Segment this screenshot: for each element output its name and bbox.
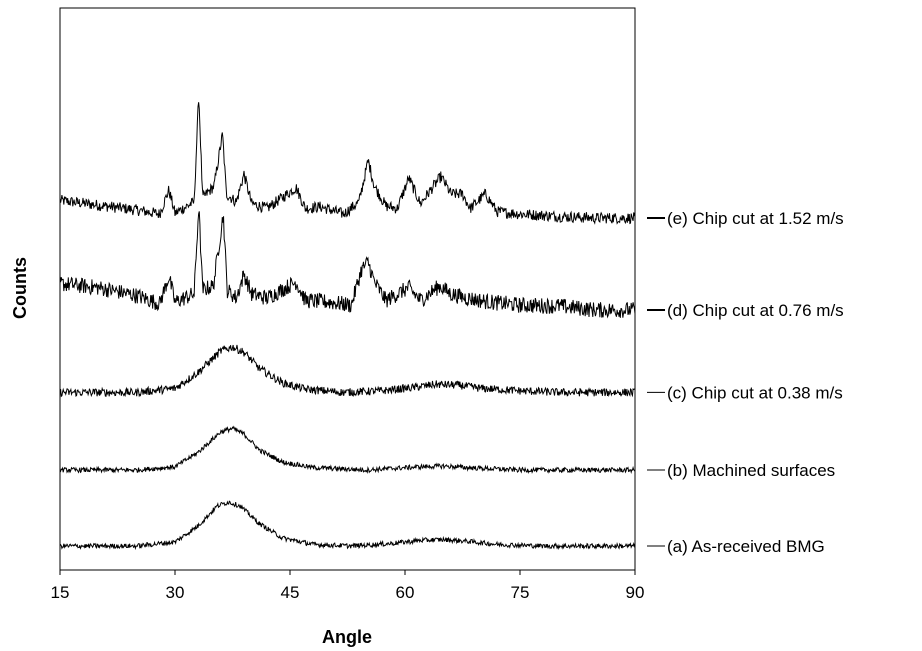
- plot-area-frame: [59, 7, 636, 571]
- x-tick-label: 60: [396, 583, 415, 602]
- legend: (e) Chip cut at 1.52 m/s (d) Chip cut at …: [647, 209, 844, 556]
- series-layer: [59, 102, 636, 551]
- series-line: [59, 425, 636, 474]
- x-tick-label: 75: [511, 583, 530, 602]
- series-line: [59, 344, 636, 398]
- series-line: [59, 102, 636, 225]
- series-line: [59, 211, 636, 319]
- x-tick-label: 15: [51, 583, 70, 602]
- x-tick-label: 45: [281, 583, 300, 602]
- x-tick-label: 30: [166, 583, 185, 602]
- y-axis-title: Counts: [10, 257, 30, 319]
- legend-label: (b) Machined surfaces: [667, 461, 835, 480]
- x-axis-title: Angle: [322, 627, 372, 647]
- legend-label: (c) Chip cut at 0.38 m/s: [667, 383, 843, 402]
- x-axis: 15 30 45 60 75 90: [51, 570, 645, 602]
- x-tick-label: 90: [626, 583, 645, 602]
- legend-label: (e) Chip cut at 1.52 m/s: [667, 209, 844, 228]
- legend-label: (d) Chip cut at 0.76 m/s: [667, 301, 844, 320]
- legend-label: (a) As-received BMG: [667, 537, 825, 556]
- series-line: [59, 500, 636, 551]
